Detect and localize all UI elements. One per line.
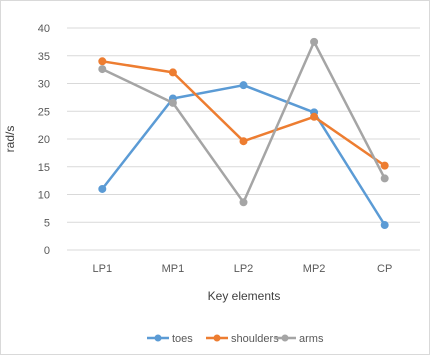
y-tick-labels: 0 5 10 15 20 25 30 35 40 (38, 23, 50, 257)
data-point-shoulders (380, 161, 389, 170)
data-point-arms (380, 174, 389, 183)
data-point-toes (239, 81, 248, 90)
data-point-shoulders (98, 57, 107, 66)
y-tick-label: 20 (38, 134, 50, 146)
y-tick-label: 5 (44, 217, 50, 229)
x-tick-labels: LP1 MP1 LP2 MP2 CP (93, 263, 393, 275)
legend-marker-shoulders (213, 334, 221, 342)
x-tick-label: LP1 (93, 263, 113, 275)
legend-item-toes: toes (147, 333, 193, 345)
series-line-arms (101, 40, 386, 204)
data-point-arms (239, 198, 248, 207)
y-tick-label: 35 (38, 51, 50, 63)
y-tick-label: 40 (38, 23, 50, 35)
legend-marker-arms (281, 334, 289, 342)
legend-label: arms (299, 333, 324, 345)
data-point-arms (310, 37, 319, 46)
data-point-arms (168, 98, 177, 107)
y-axis-title: rad/s (3, 126, 17, 153)
x-tick-label: MP2 (303, 263, 326, 275)
y-tick-label: 30 (38, 79, 50, 91)
legend-item-arms: arms (274, 333, 324, 345)
series-line-shoulders (102, 60, 386, 167)
legend-label: toes (172, 333, 193, 345)
data-point-shoulders (168, 68, 177, 77)
legend-marker-toes (154, 334, 162, 342)
x-tick-label: LP2 (234, 263, 254, 275)
x-axis-title: Key elements (208, 289, 281, 303)
gridlines (67, 27, 420, 251)
legend-label: shoulders (231, 333, 279, 345)
data-point-toes (98, 184, 107, 193)
y-tick-label: 10 (38, 190, 50, 202)
data-point-shoulders (310, 112, 319, 121)
legend: toes shoulders arms (147, 333, 324, 345)
data-point-shoulders (239, 137, 248, 146)
series-lines (98, 37, 389, 230)
y-tick-label: 15 (38, 162, 50, 174)
y-tick-label: 25 (38, 106, 50, 118)
data-point-toes (380, 221, 389, 230)
y-tick-label: 0 (44, 245, 50, 257)
x-tick-label: CP (377, 263, 392, 275)
x-tick-label: MP1 (162, 263, 185, 275)
legend-item-shoulders: shoulders (206, 333, 279, 345)
data-point-arms (98, 65, 107, 74)
